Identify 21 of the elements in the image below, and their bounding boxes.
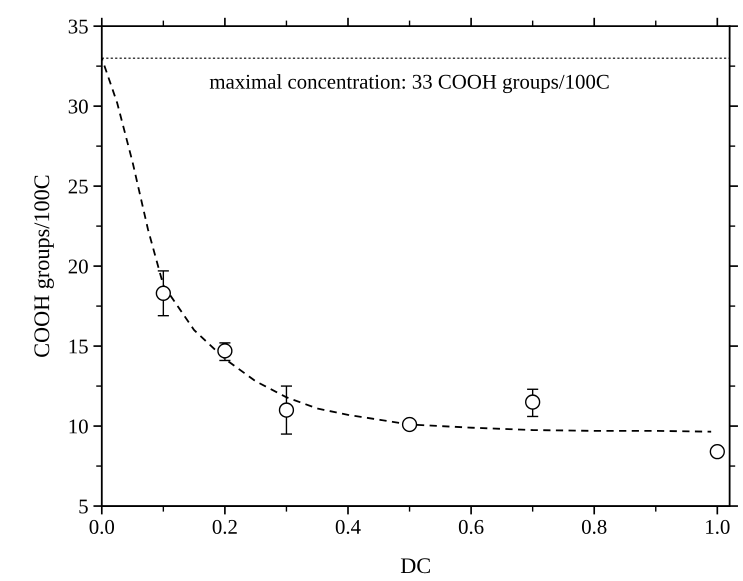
y-tick-label: 30 (68, 100, 88, 114)
point (278, 402, 294, 418)
ref-line-label: maximal concentration: 33 COOH groups/100C (210, 74, 609, 94)
y-tick-label: 35 (68, 20, 88, 34)
x-axis-title: DC (400, 558, 430, 574)
y-tick-label: 15 (70, 340, 88, 354)
x-tick-label: 0.0 (90, 520, 114, 534)
y-tick-label: 20 (68, 259, 88, 274)
point (156, 286, 171, 301)
point (525, 394, 540, 410)
point (402, 416, 418, 432)
x-tick-label: 1.0 (706, 520, 730, 534)
x-tick-label: 0.6 (458, 520, 484, 534)
x-tick-label: 0.8 (582, 520, 606, 534)
x-tick-label: 0.2 (212, 520, 237, 534)
x-tick-label: 0.4 (336, 520, 361, 534)
y-tick-label: 10 (70, 419, 88, 434)
y-tick-label: 25 (68, 180, 88, 194)
y-tick-label: 5 (79, 500, 88, 514)
y-axis-title: COOH groups/100C (34, 176, 54, 357)
point (710, 444, 725, 460)
